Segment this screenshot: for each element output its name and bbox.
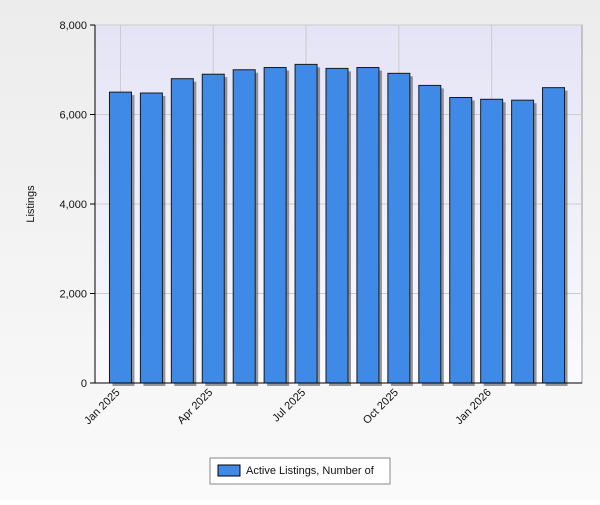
bar: [542, 87, 566, 384]
legend-swatch: [217, 464, 241, 477]
y-tick-label: 2,000: [59, 289, 87, 301]
bar: [511, 99, 535, 384]
bar: [449, 96, 473, 384]
bar: [387, 72, 411, 384]
bar: [325, 67, 349, 384]
bar: [356, 67, 380, 384]
bar: [294, 63, 318, 384]
y-tick-label: 8,000: [59, 20, 87, 32]
y-tick-label: 4,000: [59, 199, 87, 211]
bar: [232, 69, 256, 384]
bar: [418, 84, 442, 384]
bar: [139, 92, 163, 384]
legend: Active Listings, Number of: [209, 457, 391, 485]
y-tick-label: 6,000: [59, 110, 87, 122]
bar: [170, 78, 194, 384]
bar: [263, 67, 287, 384]
legend-label: Active Listings, Number of: [246, 465, 375, 477]
bar: [108, 91, 132, 384]
y-axis-label: Listings: [25, 185, 37, 223]
bar: [201, 73, 225, 384]
y-tick-label: 0: [81, 378, 87, 390]
bar: [480, 98, 504, 384]
